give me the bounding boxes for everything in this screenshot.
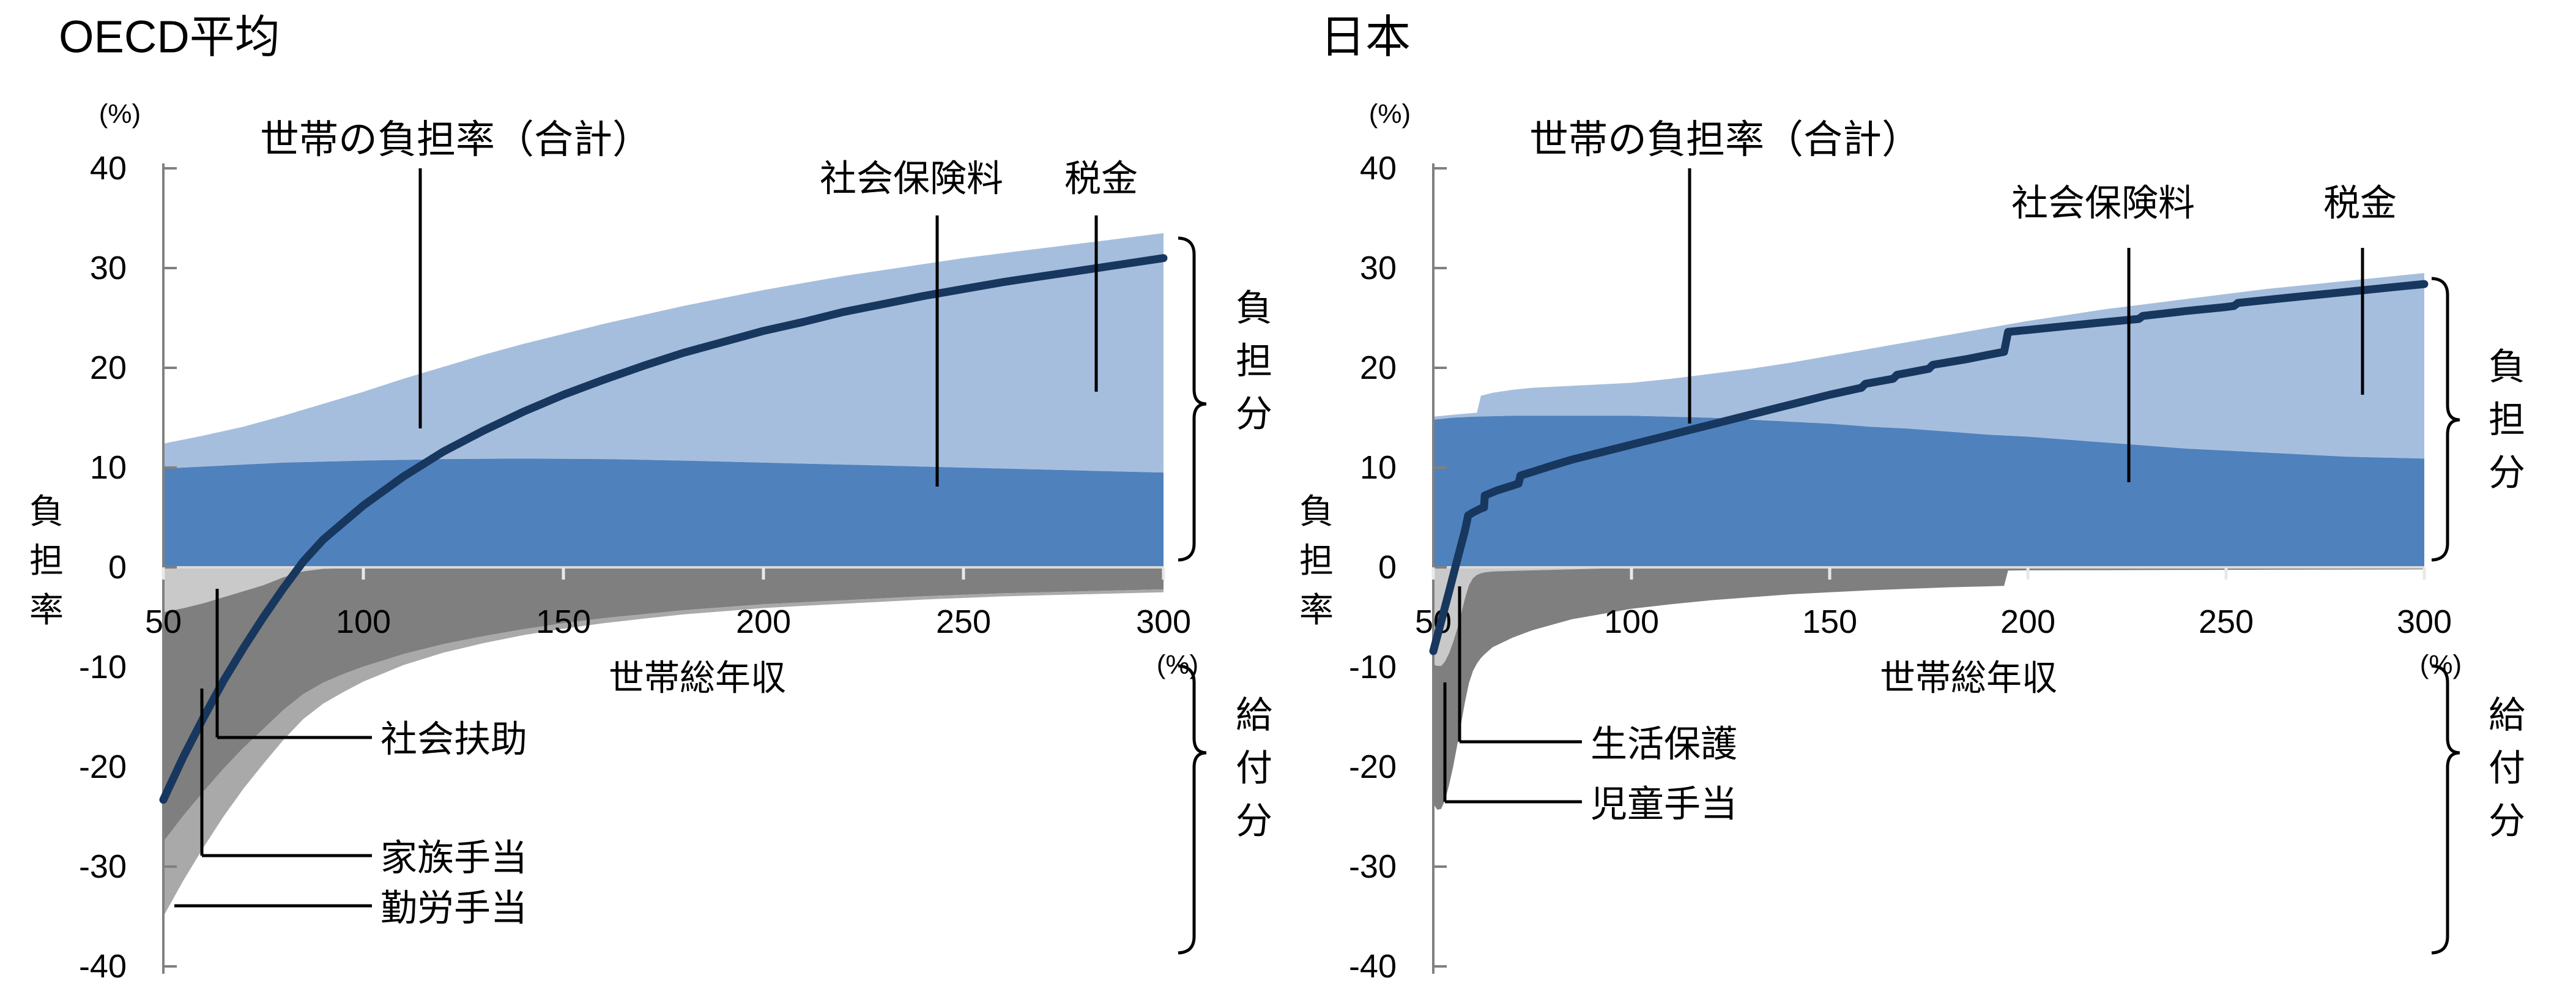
y-tick-label: -40 <box>79 948 127 985</box>
total-burden-line <box>159 254 1168 804</box>
annotation-total-burden-callout: 世帯の負担率（合計） <box>1529 118 1921 162</box>
annotation-total-burden-callout: 世帯の負担率（合計） <box>260 118 651 162</box>
chart-title: OECD平均 <box>59 12 280 62</box>
annotation-tax: 税金 <box>2323 183 2397 224</box>
y-axis-title-char: 率 <box>1299 591 1334 629</box>
area-social-insurance <box>1433 416 2424 567</box>
annotation-child-allowance: 児童手当 <box>1591 784 1737 825</box>
area-child-allowance <box>1433 567 2424 810</box>
y-tick-label: 30 <box>90 250 127 286</box>
x-tick-label: 300 <box>2397 603 2452 640</box>
annotation-social-insurance: 社会保険料 <box>820 159 1003 200</box>
annotation-social-insurance: 社会保険料 <box>2011 183 2195 224</box>
bracket-label-burden-share-char: 分 <box>1236 394 1272 435</box>
x-tick-label: 200 <box>736 603 791 640</box>
y-tick-label: -30 <box>79 848 127 885</box>
y-tick-label: 40 <box>90 150 127 187</box>
bracket-burden-share <box>2431 277 2460 562</box>
bracket-label-burden-share-char: 担 <box>2489 400 2525 441</box>
y-axis-title-char: 率 <box>29 591 64 629</box>
x-axis-unit: (%) <box>2420 650 2462 680</box>
x-axis-title: 世帯総年収 <box>609 659 786 698</box>
y-tick-label: -40 <box>1349 948 1397 985</box>
bracket-label-benefit-share-char: 付 <box>1236 748 1272 789</box>
annotation-tax: 税金 <box>1064 159 1138 200</box>
x-tick-label: 150 <box>536 603 591 640</box>
y-tick-label: 0 <box>1378 549 1397 586</box>
bracket-label-benefit-share-char: 分 <box>1236 801 1272 842</box>
x-tick-label: 200 <box>2000 603 2055 640</box>
chart-title: 日本 <box>1320 12 1411 62</box>
bracket-label-burden-share-char: 負 <box>2489 346 2525 387</box>
y-tick-label: 20 <box>1360 349 1397 386</box>
y-tick-label: -30 <box>1349 848 1397 885</box>
y-tick-label: -10 <box>1349 649 1397 685</box>
annotation-family-allowance: 家族手当 <box>380 838 527 879</box>
x-tick-label: 100 <box>336 603 391 640</box>
bracket-label-benefit-share-char: 給 <box>1236 695 1272 736</box>
area-social-assistance <box>163 567 1164 613</box>
area-social-insurance <box>163 458 1164 567</box>
y-axis-title-char: 担 <box>1299 542 1334 580</box>
y-tick-label: 40 <box>1360 150 1397 187</box>
bracket-label-benefit-share-char: 分 <box>2489 801 2525 842</box>
annotation-social-assistance: 社会扶助 <box>380 719 527 760</box>
y-axis-unit: (%) <box>1369 99 1411 129</box>
area-tax <box>163 233 1164 473</box>
x-tick-label: 150 <box>1802 603 1857 640</box>
bracket-label-burden-share-char: 担 <box>1236 341 1272 382</box>
y-axis-title-char: 負 <box>29 492 64 531</box>
y-tick-label: 0 <box>108 549 127 586</box>
y-axis-title-char: 担 <box>29 542 64 580</box>
bracket-label-benefit-share-char: 給 <box>2489 695 2525 736</box>
area-family-allowance <box>163 567 1164 842</box>
y-axis-title-char: 負 <box>1299 492 1334 531</box>
y-tick-label: -20 <box>1349 749 1397 785</box>
annotation-public-assistance: 生活保護 <box>1591 724 1737 765</box>
x-axis-title: 世帯総年収 <box>1880 659 2057 698</box>
y-tick-label: -10 <box>79 649 127 685</box>
x-tick-label: 100 <box>1604 603 1659 640</box>
y-tick-label: 20 <box>90 349 127 386</box>
x-tick-label: 250 <box>2199 603 2254 640</box>
bracket-label-benefit-share-char: 付 <box>2489 748 2525 789</box>
bracket-burden-share <box>1178 236 1207 562</box>
bracket-benefit-share <box>2431 664 2460 955</box>
bracket-label-burden-share-char: 分 <box>2489 452 2525 493</box>
y-tick-label: 30 <box>1360 250 1397 286</box>
x-tick-label: 300 <box>1136 603 1191 640</box>
bracket-label-burden-share-char: 負 <box>1236 288 1272 329</box>
x-tick-label: 50 <box>145 603 182 640</box>
x-tick-label: 250 <box>936 603 991 640</box>
y-axis-unit: (%) <box>99 99 141 129</box>
bracket-benefit-share <box>1178 664 1207 955</box>
y-tick-label: -20 <box>79 749 127 785</box>
total-burden-line <box>1429 280 2429 655</box>
y-tick-label: 10 <box>1360 449 1397 486</box>
y-tick-label: 10 <box>90 449 127 486</box>
annotation-in-work-benefit: 勤労手当 <box>380 888 527 929</box>
